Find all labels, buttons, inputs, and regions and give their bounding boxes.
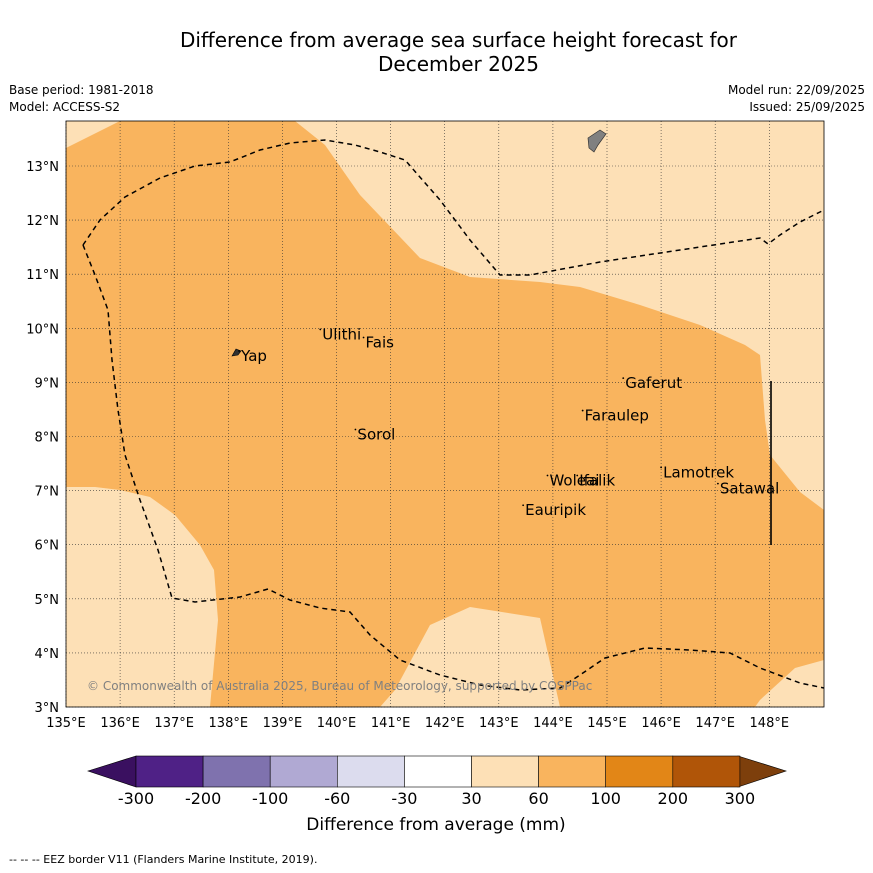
island-marker — [362, 336, 365, 339]
island-marker — [546, 474, 549, 477]
eez-border-north — [82, 139, 824, 276]
x-tick-label: 136°E — [100, 716, 140, 731]
x-tick-label: 144°E — [533, 716, 573, 731]
copyright-text: © Commonwealth of Australia 2025, Bureau… — [87, 679, 592, 693]
y-tick-label: 7°N — [35, 485, 60, 500]
x-tick-label: 142°E — [425, 716, 465, 731]
x-tick-label: 143°E — [479, 716, 519, 731]
place-label: Ulithi — [322, 325, 361, 343]
island-marker — [717, 482, 719, 485]
colorbar-label: Difference from average (mm) — [306, 815, 565, 835]
x-tick-label: 138°E — [209, 716, 249, 731]
y-tick-label: 8°N — [35, 431, 60, 446]
colorbar-tick-label: 300 — [725, 789, 756, 808]
colorbar-tick-label: 200 — [658, 789, 689, 808]
island-marker — [622, 377, 625, 380]
colorbar-cell — [336, 755, 405, 788]
colorbar-tick-label: 100 — [590, 789, 621, 808]
colorbar-tick-label: -60 — [324, 789, 350, 808]
colorbar-tick-label: 60 — [528, 789, 548, 808]
colorbar-cell — [135, 755, 204, 788]
y-tick-label: 11°N — [26, 268, 59, 283]
model-name: Model: ACCESS-S2 — [9, 100, 121, 114]
y-tick-label: 6°N — [35, 539, 60, 554]
eez-borders — [82, 139, 824, 691]
map-area — [66, 121, 824, 707]
x-tick-label: 148°E — [750, 716, 790, 731]
y-tick-label: 12°N — [26, 214, 59, 229]
x-tick-label: 147°E — [695, 716, 735, 731]
place-label: Ifalik — [579, 471, 615, 489]
x-tick-label: 145°E — [587, 716, 627, 731]
model-run: Model run: 22/09/2025 — [727, 83, 865, 97]
y-tick-label: 5°N — [35, 593, 60, 608]
base-period: Base period: 1981-2018 — [9, 83, 154, 97]
colorbar-cell — [202, 755, 271, 788]
y-tick-label: 9°N — [35, 376, 60, 391]
y-tick-label: 10°N — [26, 322, 59, 337]
issued-date: Issued: 25/09/2025 — [749, 100, 865, 114]
colorbar-tick-label: -200 — [185, 789, 221, 808]
colorbar-tick-label: -30 — [391, 789, 417, 808]
y-axis-ticks: 3°N 4°N 5°N 6°N 7°N 8°N 9°N 10°N 11°N 12°N 13°N — [26, 160, 59, 716]
title-line-2: December 2025 — [378, 52, 539, 76]
x-tick-label: 146°E — [641, 716, 681, 731]
place-label: Satawal — [720, 480, 779, 498]
y-tick-label: 4°N — [35, 647, 60, 662]
place-label: Yap — [240, 347, 267, 365]
colorbar-cell — [672, 755, 741, 788]
colorbar-extend-high — [737, 755, 787, 788]
place-label: Fais — [366, 334, 395, 352]
island-marker — [576, 474, 579, 477]
colorbar-cell — [471, 755, 539, 788]
y-tick-label: 13°N — [26, 160, 59, 175]
island-marker — [238, 350, 241, 352]
x-tick-label: 139°E — [263, 716, 303, 731]
x-axis-ticks: 135°E 136°E 137°E 138°E 139°E 140°E 141°E 142°E… — [46, 716, 789, 731]
guam-island — [587, 129, 607, 153]
island-marker — [354, 428, 357, 431]
map-title: Difference from average sea surface heig… — [0, 28, 873, 76]
x-tick-label: 137°E — [154, 716, 194, 731]
x-tick-label: 135°E — [46, 716, 86, 731]
x-tick-label: 141°E — [371, 716, 411, 731]
place-label: Lamotrek — [663, 463, 734, 481]
meta-right: Model run: 22/09/2025 Issued: 25/09/2025 — [728, 82, 865, 116]
colorbar-tick-label: -100 — [252, 789, 288, 808]
eez-border-west — [82, 244, 824, 691]
x-tick-label: 140°E — [317, 716, 357, 731]
island-marker — [319, 328, 322, 331]
place-labels: Yap Ulithi Fais Sorol Gaferut Faraulep WoleaiI… — [238, 325, 779, 519]
colorbar: -300 -200 -100 -60 -30 30 60 100 200 300 — [87, 755, 787, 808]
colorbar-tick-label: 30 — [461, 789, 481, 808]
place-label: Eauripik — [525, 501, 586, 519]
place-label: Faraulep — [585, 407, 649, 425]
eez-footnote: -- -- -- EEZ border V11 (Flanders Marine… — [9, 853, 318, 866]
place-label: Woleai — [549, 471, 599, 489]
colorbar-cell — [538, 755, 606, 788]
island-marker — [581, 409, 584, 412]
place-label: Sorol — [357, 426, 395, 444]
island-marker — [522, 504, 525, 507]
colorbar-cell — [269, 755, 338, 788]
title-line-1: Difference from average sea surface heig… — [179, 28, 738, 52]
colorbar-cell — [404, 755, 472, 788]
meta-left: Base period: 1981-2018 Model: ACCESS-S2 — [9, 82, 154, 116]
colorbar-extend-low — [87, 755, 137, 788]
colorbar-tick-label: -300 — [118, 789, 154, 808]
place-label: Gaferut — [625, 374, 682, 392]
colorbar-cell — [605, 755, 674, 788]
map-frame — [65, 120, 825, 708]
band-60-100 — [66, 121, 824, 707]
island-marker — [660, 466, 662, 469]
y-tick-label: 3°N — [35, 701, 60, 716]
